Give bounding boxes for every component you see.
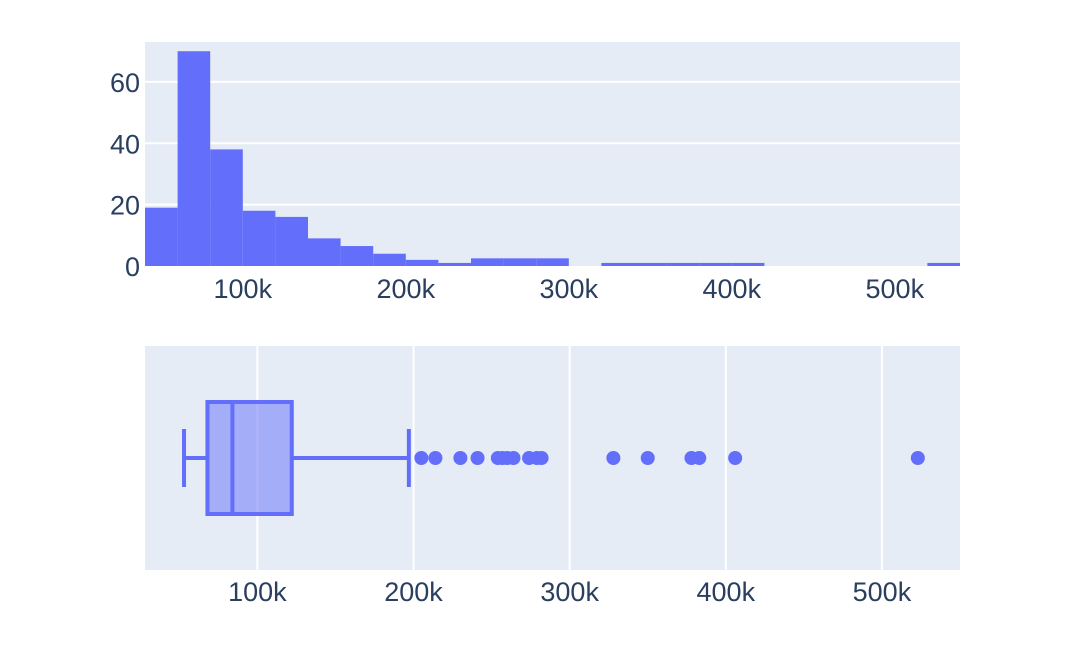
histogram-y-tick-labels: 0 20 40 60 <box>110 68 140 282</box>
histogram-panel: 100k 200k 300k 400k 500k 0 20 40 60 <box>110 42 960 304</box>
boxplot-box <box>182 400 411 516</box>
boxplot-x-tick-labels: 100k 200k 300k 400k 500k <box>228 577 912 607</box>
histogram-bar-11 <box>503 258 537 266</box>
boxplot-outlier-point-12 <box>640 451 655 465</box>
boxplot-x-tick-500k: 500k <box>853 577 912 607</box>
histogram-bars <box>145 51 960 267</box>
histogram-bar-1 <box>177 51 211 267</box>
histogram-x-tick-400k: 400k <box>703 274 762 304</box>
histogram-y-tick-60: 60 <box>110 68 140 98</box>
histogram-bar-16 <box>699 262 732 266</box>
boxplot-outlier-point-7 <box>506 451 521 465</box>
histogram-gridlines <box>145 80 960 206</box>
boxplot-outlier-point-16 <box>910 451 925 465</box>
histogram-bar-18 <box>927 262 960 266</box>
histogram-bar-4 <box>275 216 308 266</box>
boxplot-x-tick-400k: 400k <box>697 577 756 607</box>
boxplot-outlier-point-14 <box>692 451 707 465</box>
histogram-bar-14 <box>634 262 667 266</box>
boxplot-outlier-point-15 <box>728 451 743 465</box>
histogram-bar-0 <box>145 207 178 266</box>
boxplot-outlier-point-11 <box>606 451 621 465</box>
histogram-bar-9 <box>438 262 471 266</box>
boxplot-outlier-point-2 <box>453 451 468 465</box>
histogram-bar-8 <box>405 259 439 266</box>
histogram-x-tick-500k: 500k <box>866 274 925 304</box>
histogram-bar-10 <box>471 258 504 266</box>
boxplot-panel: 100k 200k 300k 400k 500k <box>145 346 960 607</box>
histogram-bar-6 <box>340 246 374 266</box>
boxplot-x-tick-200k: 200k <box>384 577 443 607</box>
boxplot-outlier-point-3 <box>470 451 485 465</box>
histogram-bar-5 <box>308 238 341 266</box>
histogram-bar-13 <box>601 262 634 266</box>
boxplot-outlier-point-1 <box>428 451 443 465</box>
histogram-x-tick-labels: 100k 200k 300k 400k 500k <box>214 274 925 304</box>
histogram-bar-17 <box>731 262 765 266</box>
boxplot-outlier-point-10 <box>534 451 549 465</box>
histogram-y-tick-20: 20 <box>110 191 140 221</box>
histogram-bar-7 <box>373 253 406 266</box>
histogram-x-tick-300k: 300k <box>540 274 599 304</box>
boxplot-x-tick-100k: 100k <box>228 577 287 607</box>
histogram-y-tick-40: 40 <box>110 129 140 159</box>
boxplot-iqr-box <box>205 400 294 516</box>
histogram-x-tick-100k: 100k <box>214 274 273 304</box>
histogram-bar-12 <box>536 258 569 266</box>
boxplot-outlier-point-0 <box>414 451 429 465</box>
boxplot-x-tick-300k: 300k <box>540 577 599 607</box>
histogram-x-tick-200k: 200k <box>377 274 436 304</box>
histogram-bar-3 <box>242 210 276 266</box>
histogram-bar-2 <box>210 149 243 266</box>
histogram-bar-15 <box>666 262 700 266</box>
boxplot-outliers <box>414 451 925 465</box>
histogram-y-tick-0: 0 <box>125 252 140 282</box>
